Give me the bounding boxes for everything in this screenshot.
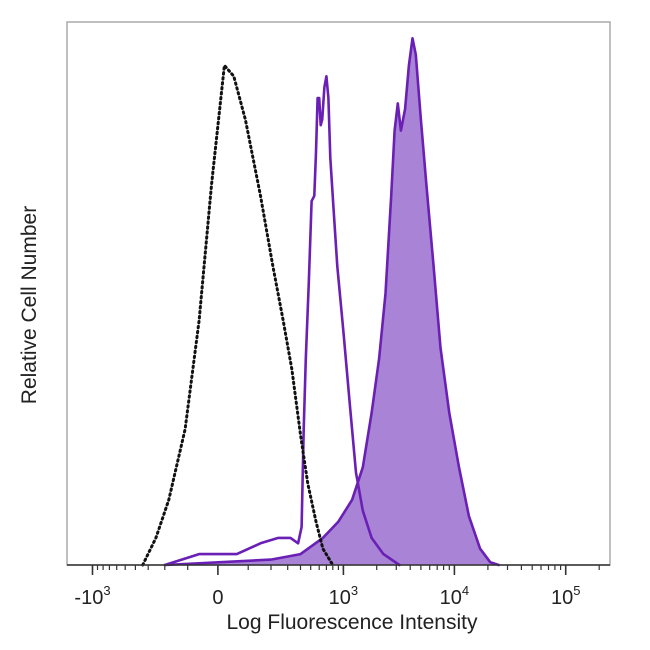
series-layer — [141, 37, 500, 567]
x-tick-label-4: 105 — [551, 583, 580, 609]
x-tick-label-0: -103 — [74, 583, 110, 609]
x-tick-label-layer: -103 0 103 104 105 — [74, 583, 580, 609]
plot-frame — [66, 21, 611, 566]
y-axis-label: Relative Cell Number — [18, 206, 41, 404]
series-2-area — [164, 38, 499, 566]
x-tick-label-1: 0 — [212, 587, 223, 609]
x-tick-label-3: 104 — [440, 583, 469, 609]
series-2-line — [163, 37, 500, 567]
x-tick-layer — [91, 565, 600, 575]
series-0-line — [141, 63, 335, 567]
series-1-line — [163, 75, 401, 567]
x-axis-label: Log Fluorescence Intensity — [227, 611, 478, 634]
x-tick-label-2: 103 — [329, 583, 358, 609]
